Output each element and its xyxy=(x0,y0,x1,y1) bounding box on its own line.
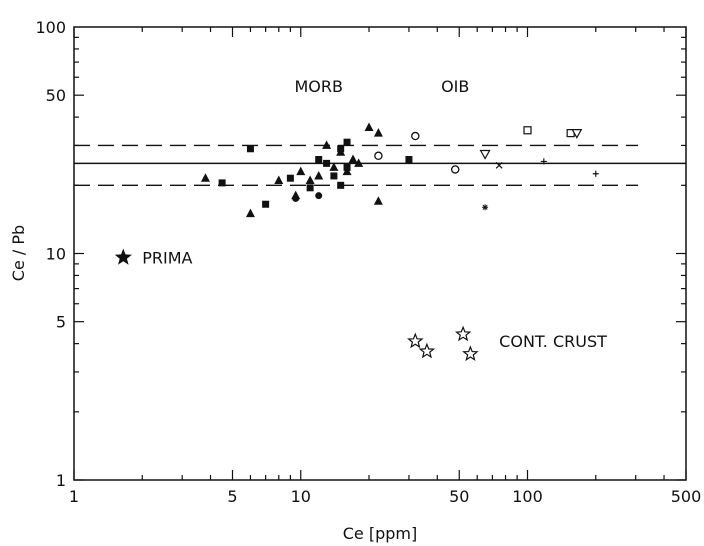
data-point-triangle-filled xyxy=(322,140,332,149)
data-point-triangle-filled xyxy=(296,166,306,176)
data-point-square-filled xyxy=(218,179,226,187)
x-tick-label: 100 xyxy=(512,487,543,506)
x-tick-label: 1 xyxy=(69,487,79,506)
data-point-square-filled xyxy=(306,184,314,192)
data-point-x xyxy=(495,161,503,169)
data-point-triangle-filled xyxy=(329,162,339,171)
data-point-triangle-filled xyxy=(342,166,352,176)
data-point-square-filled xyxy=(262,200,270,208)
annotation-oib: OIB xyxy=(441,77,469,96)
data-points xyxy=(114,122,599,362)
data-point-triangle-filled xyxy=(245,208,255,218)
data-point-circle-filled xyxy=(315,192,323,200)
data-point-triangle-filled xyxy=(364,122,374,131)
data-point-circle-open xyxy=(450,165,460,174)
data-point-triangle-filled xyxy=(354,158,364,167)
data-point-circle-open xyxy=(374,151,383,161)
data-point-star-filled xyxy=(114,248,132,265)
data-point-square-filled xyxy=(315,156,323,164)
data-point-square-filled xyxy=(343,138,351,146)
data-point-triangle-open xyxy=(479,149,491,160)
data-point-square-filled xyxy=(337,181,345,189)
data-point-triangle-filled xyxy=(314,170,324,180)
data-point-square-filled xyxy=(405,156,413,164)
x-tick-label: 10 xyxy=(291,487,311,506)
data-point-triangle-filled xyxy=(200,173,210,182)
data-point-circle-filled xyxy=(292,194,300,202)
annotation-cont: CONT. CRUST xyxy=(499,332,607,351)
y-axis-label: Ce / Pb xyxy=(9,225,28,281)
data-point-plus xyxy=(592,170,599,177)
data-point-triangle-open xyxy=(571,129,583,139)
x-tick-label: 500 xyxy=(671,487,702,506)
y-tick-label: 50 xyxy=(46,86,66,105)
data-point-square-filled xyxy=(330,172,338,180)
y-tick-label: 100 xyxy=(35,18,66,37)
x-tick-label: 50 xyxy=(449,487,469,506)
annotation-prima: PRIMA xyxy=(142,249,192,268)
data-point-star-open xyxy=(406,332,424,349)
axis-ticks xyxy=(73,27,687,481)
annotations: MORB OIB PRIMA CONT. CRUST xyxy=(142,77,607,351)
tick-labels: 1 5 10 50 100 500 1 5 10 50 100 xyxy=(35,18,701,506)
data-point-triangle-filled xyxy=(373,196,383,205)
y-tick-label: 5 xyxy=(56,313,66,332)
data-point-asterisk xyxy=(482,204,489,211)
data-point-circle-open xyxy=(411,131,420,141)
data-point-triangle-filled xyxy=(348,154,358,164)
data-point-star-open xyxy=(462,345,479,362)
x-axis-label: Ce [ppm] xyxy=(343,524,417,543)
y-tick-label: 1 xyxy=(56,471,66,490)
y-tick-label: 10 xyxy=(46,245,66,264)
data-point-triangle-filled xyxy=(336,147,346,156)
reference-lines xyxy=(74,144,686,187)
data-point-star-open xyxy=(418,342,436,359)
x-tick-label: 5 xyxy=(227,487,237,506)
data-point-triangle-filled xyxy=(373,128,383,137)
data-point-triangle-filled xyxy=(274,175,284,185)
data-point-star-open xyxy=(454,325,472,342)
data-point-square-filled xyxy=(323,159,331,167)
data-point-plus xyxy=(540,158,547,165)
data-point-square-filled xyxy=(286,174,294,182)
data-point-triangle-filled xyxy=(305,175,315,185)
data-point-square-open xyxy=(523,126,532,135)
data-point-square-filled xyxy=(246,145,254,153)
annotation-morb: MORB xyxy=(294,77,343,96)
